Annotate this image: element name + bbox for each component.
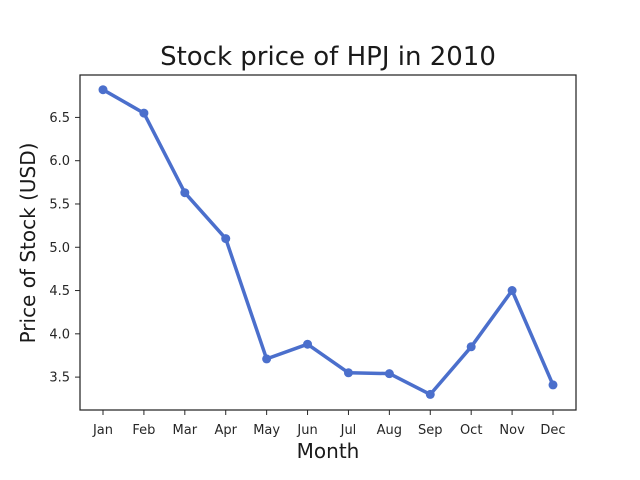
y-tick-label: 4.0 — [49, 327, 70, 342]
y-tick-label: 6.5 — [49, 111, 70, 126]
data-point-apr — [221, 234, 231, 244]
y-tick-label: 4.5 — [49, 284, 70, 299]
data-point-nov — [507, 286, 517, 296]
x-tick-label: Sep — [418, 423, 443, 438]
y-tick-label: 6.0 — [49, 154, 70, 169]
y-axis: 3.5 4.0 4.5 5.0 5.5 6.0 6.5 — [49, 111, 80, 386]
data-point-jul — [343, 368, 353, 378]
y-axis-label: Price of Stock (USD) — [16, 143, 40, 344]
data-point-feb — [139, 108, 149, 118]
data-point-mar — [180, 188, 190, 198]
y-tick-label: 3.5 — [49, 371, 70, 386]
data-point-oct — [466, 342, 476, 352]
x-tick-label: Jun — [296, 423, 317, 438]
x-tick-label: Dec — [540, 423, 565, 438]
x-tick-label: Apr — [214, 423, 237, 438]
data-point-sep — [425, 389, 435, 399]
data-point-aug — [384, 369, 394, 379]
series-line — [101, 87, 555, 397]
x-tick-label: Mar — [173, 423, 198, 438]
chart-title: Stock price of HPJ in 2010 — [160, 42, 496, 72]
data-point-jun — [303, 339, 313, 349]
x-tick-label: Jan — [92, 423, 113, 438]
plot-frame — [79, 74, 577, 411]
x-tick-label: Nov — [499, 423, 525, 438]
series-layer — [98, 85, 558, 399]
x-tick-label: Feb — [132, 423, 155, 438]
x-tick-label: Aug — [377, 423, 402, 438]
data-point-jan — [98, 85, 108, 95]
x-axis-label: Month — [297, 439, 360, 463]
x-axis: Jan Feb Mar Apr May Jun Jul Aug Sep Oct Nov Dec — [92, 410, 566, 438]
data-point-may — [262, 354, 272, 364]
x-tick-label: Oct — [460, 423, 482, 438]
y-tick-label: 5.5 — [49, 197, 70, 212]
x-tick-label: May — [253, 423, 280, 438]
x-tick-label: Jul — [340, 423, 357, 438]
y-tick-label: 5.0 — [49, 241, 70, 256]
data-point-dec — [548, 380, 558, 390]
